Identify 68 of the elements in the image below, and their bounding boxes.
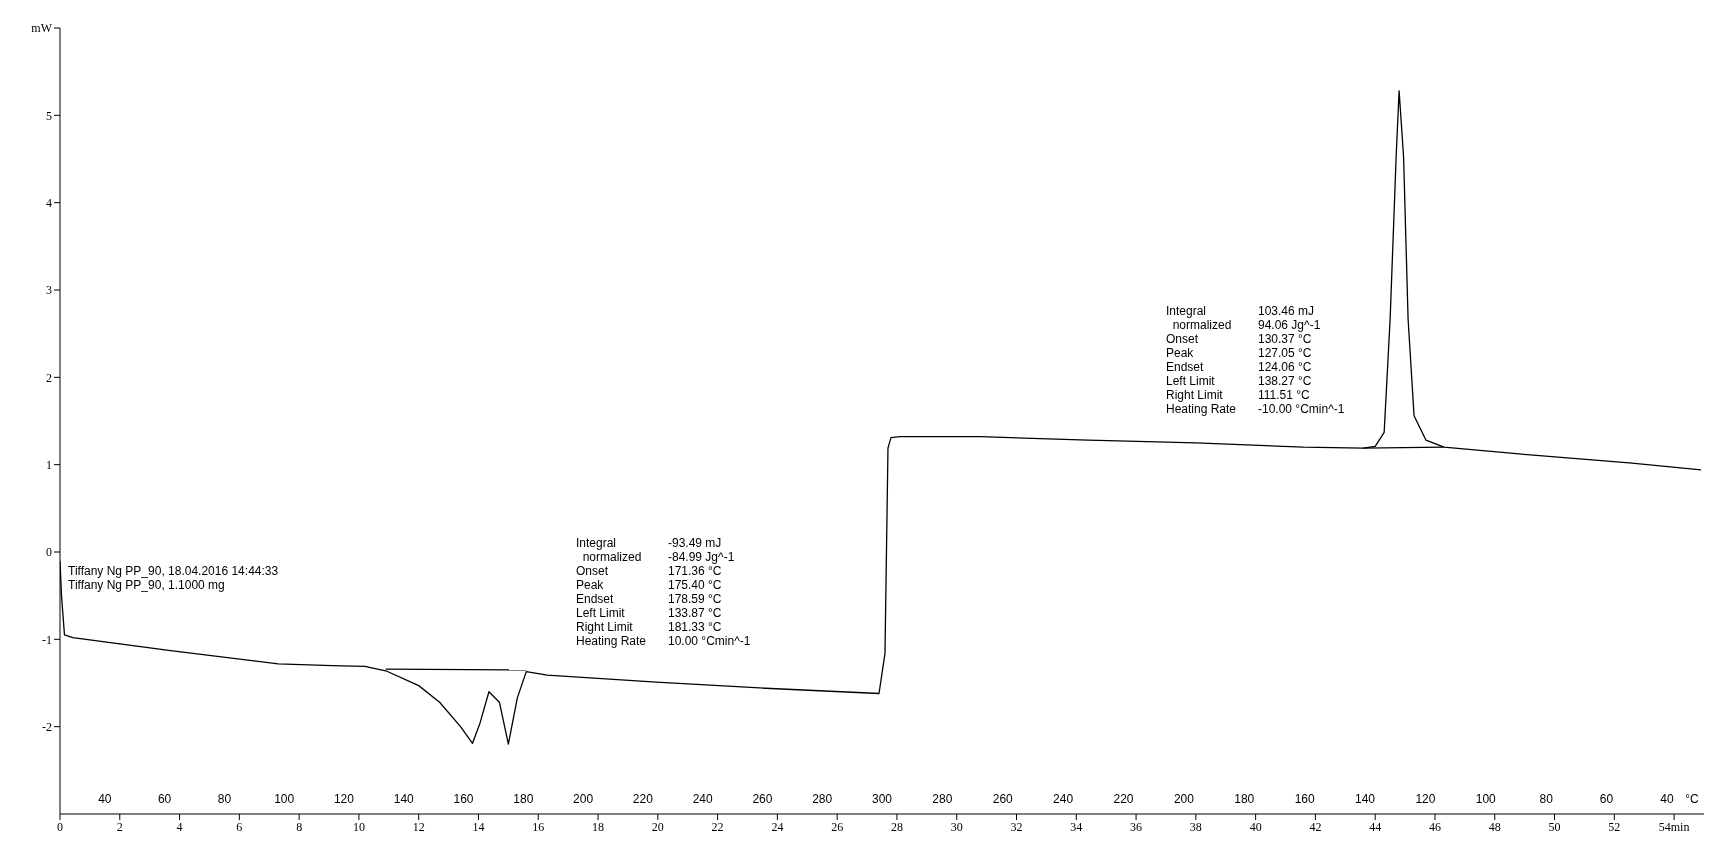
x-tick-label: 18 bbox=[592, 819, 605, 834]
annotation: 260 bbox=[991, 792, 1014, 806]
x-tick-label: 50 bbox=[1548, 819, 1561, 834]
annotation: 220 bbox=[631, 792, 654, 806]
annotation: 260 bbox=[751, 792, 774, 806]
x-tick-label: 34 bbox=[1070, 819, 1083, 834]
annotation: 280 bbox=[931, 792, 954, 806]
x-tick-label: 4 bbox=[176, 819, 183, 834]
x-tick-label: 30 bbox=[950, 819, 963, 834]
x-tick-label: 40 bbox=[1249, 819, 1262, 834]
y-tick-label: 1 bbox=[46, 457, 52, 472]
x-tick-label: 20 bbox=[651, 819, 664, 834]
annotation: 280 bbox=[811, 792, 834, 806]
x-tick-label: 12 bbox=[412, 819, 425, 834]
annotation: 240 bbox=[691, 792, 714, 806]
x-tick-label: 32 bbox=[1010, 819, 1023, 834]
x-tick-label: 8 bbox=[296, 819, 303, 834]
annotation: 40 bbox=[97, 792, 113, 806]
y-tick-label: 2 bbox=[46, 370, 52, 385]
annotation: 100 bbox=[273, 792, 296, 806]
annotation: 180 bbox=[1233, 792, 1256, 806]
y-tick-label: -1 bbox=[42, 632, 52, 647]
annotation: 120 bbox=[332, 792, 355, 806]
annotation: 140 bbox=[392, 792, 415, 806]
x-tick-label: 24 bbox=[771, 819, 784, 834]
annotation: 160 bbox=[1293, 792, 1316, 806]
annotation: 200 bbox=[1172, 792, 1195, 806]
annotation: 80 bbox=[216, 792, 233, 806]
x-tick-label: 26 bbox=[831, 819, 844, 834]
annotation: 160 bbox=[452, 792, 475, 806]
y-tick-label: mW bbox=[31, 21, 53, 36]
x-tick-label: 16 bbox=[532, 819, 545, 834]
annotation: 60 bbox=[1598, 792, 1615, 806]
annotation: 100 bbox=[1474, 792, 1497, 806]
annotation: °C bbox=[1684, 792, 1700, 806]
x-tick-label: 28 bbox=[890, 819, 903, 834]
annotation: 240 bbox=[1052, 792, 1075, 806]
x-tick-label: 44 bbox=[1369, 819, 1382, 834]
x-tick-label: 14 bbox=[472, 819, 485, 834]
y-tick-label: -2 bbox=[42, 719, 52, 734]
x-tick-label: 46 bbox=[1428, 819, 1441, 834]
annotation: 220 bbox=[1112, 792, 1135, 806]
x-tick-label: 6 bbox=[236, 819, 243, 834]
x-tick-label: 2 bbox=[116, 819, 123, 834]
annotation: 40 bbox=[1659, 792, 1675, 806]
x-tick-label: 10 bbox=[352, 819, 365, 834]
annotation: 140 bbox=[1354, 792, 1377, 806]
x-tick-label: 36 bbox=[1130, 819, 1143, 834]
annotation: 120 bbox=[1414, 792, 1437, 806]
x-tick-label: 52 bbox=[1608, 819, 1621, 834]
x-tick-label: 22 bbox=[711, 819, 724, 834]
x-tick-label: 42 bbox=[1309, 819, 1322, 834]
x-tick-label: 54min bbox=[1658, 819, 1690, 834]
annotation: 200 bbox=[572, 792, 595, 806]
annotation: 300 bbox=[871, 792, 893, 806]
annotation: 60 bbox=[156, 792, 173, 806]
annotation: 180 bbox=[512, 792, 535, 806]
y-tick-label: 0 bbox=[46, 545, 52, 560]
text: Integral -93.49 mJ normalized -84.99 Jg^-1 Onset 171.36 °C Peak 175.40 °C Endset 178.59 °C Left Limit 133.87 °C Right Limit 181.33 °C Heating Rate 10.00 °Cmin^-1 bbox=[576, 536, 751, 648]
text: Integral 103.46 mJ normalized 94.06 Jg^-1 Onset 130.37 °C Peak 127.05 °C Endset 124.06 °C Left Limit 138.27 °C Right Limit 111.51 °C Heating Rate -10.00 °Cmin^-1 bbox=[1166, 304, 1345, 416]
x-tick-label: 38 bbox=[1189, 819, 1202, 834]
x-tick-label: 0 bbox=[57, 819, 63, 834]
annotation: 80 bbox=[1538, 792, 1554, 806]
y-tick-label: 4 bbox=[46, 195, 52, 210]
annotation: Tiffany Ng PP_90, 18.04.2016 14:44:33 Tiffany Ng PP_90, 1.1000 mg bbox=[68, 564, 279, 592]
y-tick-label: 3 bbox=[46, 283, 52, 298]
y-tick-label: 5 bbox=[46, 108, 52, 123]
x-tick-label: 48 bbox=[1488, 819, 1501, 834]
